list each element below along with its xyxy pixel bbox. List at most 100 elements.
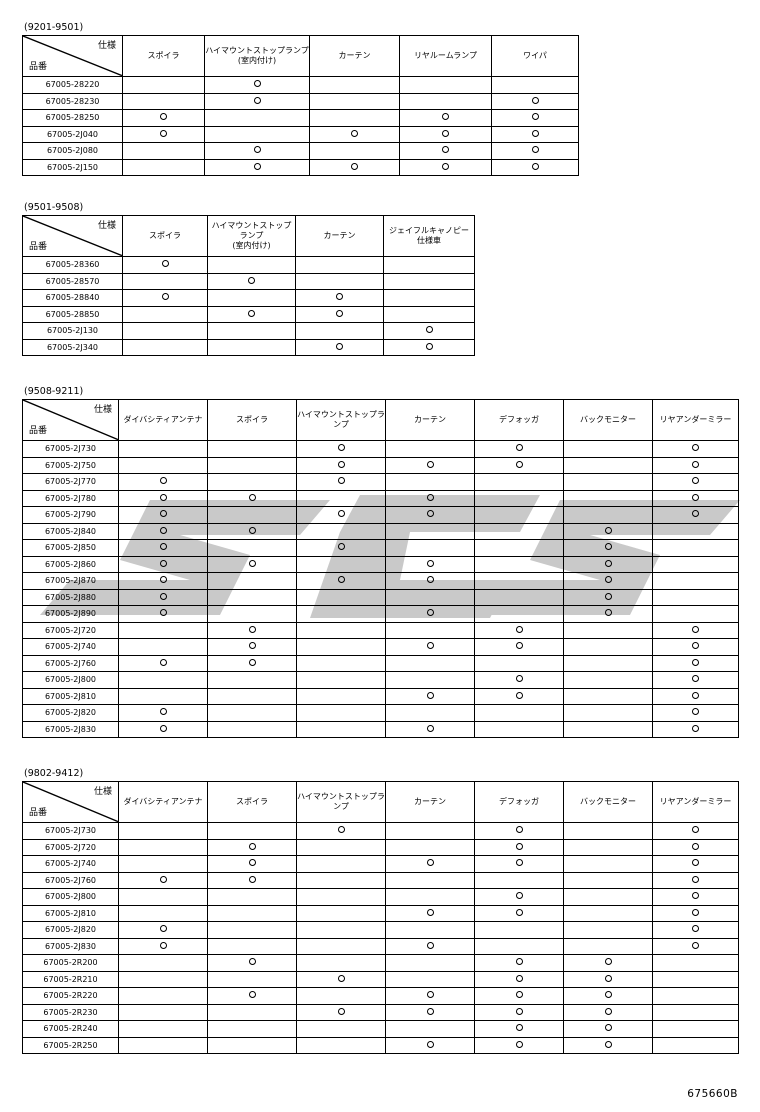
mark-cell-filled xyxy=(652,704,739,722)
mark-cell-empty xyxy=(118,904,208,922)
mark-cell-filled xyxy=(652,671,739,689)
mark-cell-empty xyxy=(207,473,297,491)
mark-cell-filled xyxy=(652,473,739,491)
mark-cell-empty xyxy=(474,704,564,722)
part-number-cell: 67005-2J340 xyxy=(22,338,123,356)
column-header-defogger: デフォッガ xyxy=(474,781,564,823)
mark-cell-empty xyxy=(563,904,653,922)
mark-cell-filled xyxy=(385,489,475,507)
circle-mark-icon xyxy=(337,576,345,584)
circle-mark-icon xyxy=(692,493,699,501)
diagonal-divider-line xyxy=(23,36,122,76)
mark-cell-filled xyxy=(652,654,739,672)
table-row: 67005-2J850 xyxy=(22,539,739,557)
mark-cell-empty xyxy=(385,539,475,557)
column-header-label: カーテン xyxy=(414,797,446,806)
table-row: 67005-2J820 xyxy=(22,704,739,722)
spec-axis-label: 仕様 xyxy=(97,41,116,51)
mark-cell-empty xyxy=(563,822,653,840)
mark-cell-filled xyxy=(207,272,296,290)
mark-cell-empty xyxy=(118,970,208,988)
part-number-cell: 67005-2J760 xyxy=(22,871,119,889)
mark-cell-empty xyxy=(652,987,739,1005)
spec-table-2: 仕様 品番 スポイラ ハイマウントストップランプ (室内付け) カーテン ジェイ… xyxy=(22,215,475,356)
table-row: 67005-2J800 xyxy=(22,888,739,906)
mark-cell-filled xyxy=(385,456,475,474)
circle-mark-icon xyxy=(161,293,169,301)
mark-cell-empty xyxy=(385,822,475,840)
part-number-cell: 67005-2J810 xyxy=(22,687,119,705)
table-row: 67005-28850 xyxy=(22,305,475,323)
table-row: 67005-2J770 xyxy=(22,473,739,491)
circle-mark-icon xyxy=(159,543,167,551)
mark-cell-empty xyxy=(296,588,386,606)
mark-cell-empty xyxy=(207,440,297,458)
mark-cell-empty xyxy=(207,456,297,474)
circle-mark-icon xyxy=(692,708,699,716)
mark-cell-filled xyxy=(295,305,384,323)
column-header-curtain: カーテン xyxy=(385,781,475,823)
mark-cell-empty xyxy=(563,456,653,474)
column-header-label: ダイバシティアンテナ xyxy=(123,415,203,424)
mark-cell-filled xyxy=(207,654,297,672)
mark-cell-empty xyxy=(563,440,653,458)
mark-cell-empty xyxy=(474,522,564,540)
circle-mark-icon xyxy=(248,276,255,284)
circle-mark-icon xyxy=(515,1024,523,1032)
spec-table-1: 仕様 品番 スポイラ ハイマウントストップランプ (室内付け) カーテン リヤル… xyxy=(22,35,579,176)
mark-cell-empty xyxy=(207,822,297,840)
circle-mark-icon xyxy=(426,559,434,567)
mark-cell-filled xyxy=(295,289,384,307)
circle-mark-icon xyxy=(515,892,523,900)
mark-cell-filled xyxy=(563,555,653,573)
part-number-cell: 67005-2J800 xyxy=(22,888,119,906)
circle-mark-icon xyxy=(692,826,699,834)
table-row: 67005-2R200 xyxy=(22,954,739,972)
part-number-cell: 67005-2J720 xyxy=(22,838,119,856)
column-header-diversity-antenna: ダイバシティアンテナ xyxy=(118,781,208,823)
mark-cell-filled xyxy=(385,904,475,922)
circle-mark-icon xyxy=(515,675,523,683)
part-number-cell: 67005-2J770 xyxy=(22,473,119,491)
mark-cell-filled xyxy=(474,888,564,906)
circle-mark-icon xyxy=(531,96,539,104)
mark-cell-empty xyxy=(296,838,386,856)
table-header-row: 仕様 品番 ダイバシティアンテナ スポイラ ハイマウントストップランプ カーテン… xyxy=(22,399,739,441)
mark-cell-filled xyxy=(474,440,564,458)
circle-mark-icon xyxy=(604,1024,612,1032)
column-header-label: スポイラ xyxy=(236,797,268,806)
mark-cell-empty xyxy=(118,1036,208,1054)
column-header-label: デフォッガ xyxy=(499,797,539,806)
circle-mark-icon xyxy=(515,826,523,834)
mark-cell-empty xyxy=(296,522,386,540)
mark-cell-filled xyxy=(207,621,297,639)
mark-cell-empty xyxy=(295,256,384,274)
mark-cell-filled xyxy=(383,338,475,356)
mark-cell-empty xyxy=(118,440,208,458)
column-header-back-monitor: バックモニター xyxy=(563,781,653,823)
circle-mark-icon xyxy=(604,1040,612,1048)
corner-header: 仕様 品番 xyxy=(22,399,119,441)
circle-mark-icon xyxy=(253,162,261,170)
mark-cell-filled xyxy=(309,125,400,143)
circle-mark-icon xyxy=(426,941,434,949)
table-row: 67005-28250 xyxy=(22,109,579,127)
circle-mark-icon xyxy=(531,146,539,154)
mark-cell-filled xyxy=(563,1020,653,1038)
part-number-cell: 67005-2R250 xyxy=(22,1036,119,1054)
circle-mark-icon xyxy=(253,146,261,154)
mark-cell-empty xyxy=(118,687,208,705)
mark-cell-empty xyxy=(207,539,297,557)
mark-cell-empty xyxy=(385,970,475,988)
mark-cell-empty xyxy=(385,704,475,722)
table-header-row: 仕様 品番 スポイラ ハイマウントストップランプ (室内付け) カーテン ジェイ… xyxy=(22,215,475,257)
table-row: 67005-28570 xyxy=(22,272,475,290)
column-header-highmount-stoplamp: ハイマウントストップランプ xyxy=(296,399,386,441)
column-header-label: ハイマウントストップランプ (室内付け) xyxy=(211,221,292,250)
table-row: 67005-2J870 xyxy=(22,572,739,590)
table-row: 67005-2J840 xyxy=(22,522,739,540)
mark-cell-filled xyxy=(652,440,739,458)
mark-cell-filled xyxy=(296,539,386,557)
diagonal-divider-line xyxy=(23,216,122,256)
